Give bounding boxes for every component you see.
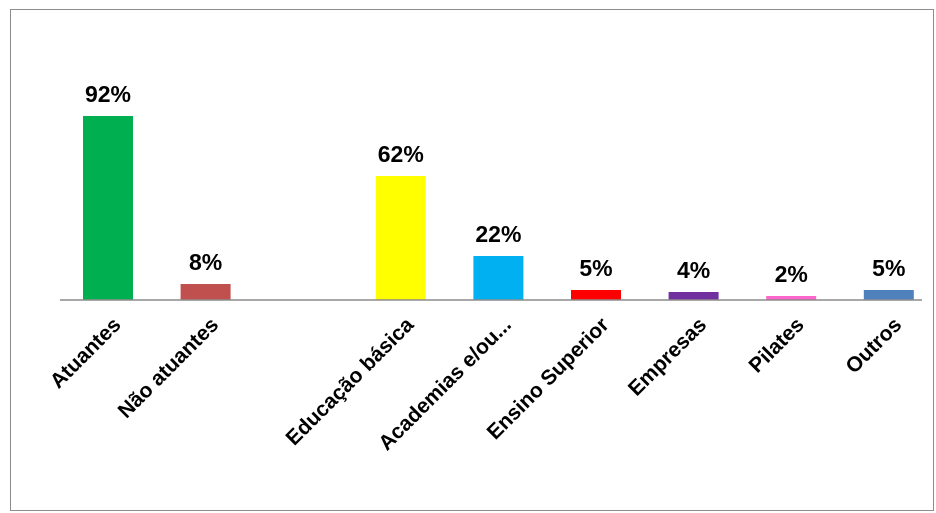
data-label-6: 4%: [677, 257, 710, 283]
x-tick-label-1: Não atuantes: [114, 313, 224, 423]
data-label-1: 8%: [189, 249, 222, 275]
x-tick-label-8: Outros: [841, 313, 906, 378]
data-label-0: 92%: [85, 81, 131, 107]
chart-frame: [10, 9, 934, 511]
bar-0: [83, 116, 133, 300]
bars-group: [83, 116, 914, 300]
x-tick-label-0: Atuantes: [46, 313, 126, 393]
data-label-3: 62%: [378, 141, 424, 167]
bar-4: [473, 256, 524, 300]
bar-6: [668, 292, 719, 300]
x-tick-label-6: Empresas: [624, 313, 711, 400]
bar-5: [571, 290, 621, 300]
x-tick-label-7: Pilates: [745, 313, 809, 377]
bar-1: [180, 284, 231, 300]
bar-3: [375, 176, 426, 300]
bar-7: [766, 296, 817, 300]
bar-8: [863, 290, 914, 300]
data-label-4: 22%: [475, 221, 521, 247]
data-labels-group: 92% 8% 62% 22% 5% 4% 2% 5%: [85, 81, 905, 287]
data-label-8: 5%: [872, 255, 905, 281]
data-label-7: 2%: [775, 261, 808, 287]
data-label-5: 5%: [579, 255, 612, 281]
